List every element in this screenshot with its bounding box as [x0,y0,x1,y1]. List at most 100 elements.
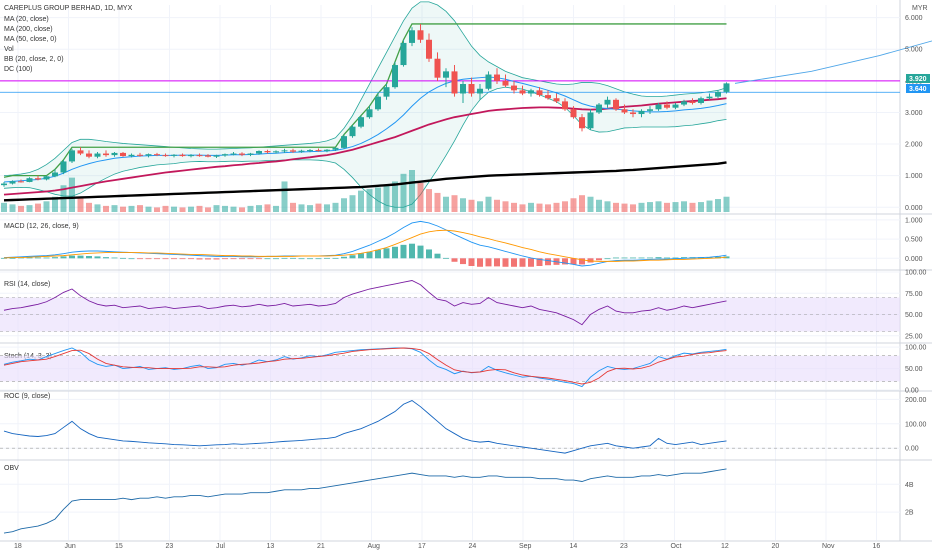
candle-body [579,117,585,129]
macd-histogram-bar [358,253,364,259]
obv-line [3,468,727,534]
price-y-tick: 1.000 [905,173,923,180]
x-tick-label: 16 [873,543,881,550]
candle-body [366,109,373,118]
volume-bar [485,196,492,212]
roc-line [3,400,727,454]
volume-bar [630,204,636,212]
candle-body [111,152,118,156]
volume-bar [94,204,101,212]
volume-bar [400,173,407,212]
x-tick-label: Jun [65,543,76,550]
candle-body [570,109,577,118]
volume-bar [596,199,602,212]
candle-body [1,183,7,186]
x-tick-label: 21 [317,543,325,550]
volume-bar [230,206,237,212]
candle-body [332,147,339,150]
macd-histogram-bar [621,257,628,259]
macd-histogram-bar [222,258,228,260]
candle-body [26,178,33,182]
candle-body [451,71,458,94]
candle-body [222,154,228,156]
candle-body [103,153,109,156]
volume-bar [358,190,364,212]
x-tick-label: Aug [368,543,381,550]
price-badge-current-bg [906,74,930,83]
volume-bar [111,205,118,212]
roc-y-tick: 0.00 [905,446,919,453]
macd-histogram-bar [128,258,135,260]
candle-body [723,83,730,92]
candle-body [460,84,466,94]
overlay-label-ma50: MA (50, close, 0) [4,36,57,43]
macd-histogram-bar [9,257,16,259]
volume-bar [536,203,543,212]
candle-body [630,112,636,115]
candle-body [477,88,483,94]
candle-body [239,153,245,155]
candle-body [519,90,526,94]
macd-histogram-bar [103,257,109,259]
candle-body [256,151,262,154]
roc-y-tick: 100.00 [905,421,927,428]
macd-histogram-bar [162,258,169,260]
overlay-label-dc: DC (100) [4,66,32,73]
macd-histogram-bar [562,258,568,265]
macd-histogram-bar [443,257,449,259]
candle-body [698,98,704,103]
volume-bar [77,198,84,212]
candle-body [638,110,645,115]
volume-bar [18,205,24,212]
macd-histogram-bar [681,257,687,259]
macd-histogram-bar [154,258,160,260]
macd-histogram-bar [706,257,713,259]
roc-y-tick: 200.00 [905,397,927,404]
volume-bar [120,206,126,212]
axes-layer: 18 Jun 15 23 Jul 13 21 Aug 17 24 Sep 14 23 Oct 12 20 Nov… [14,15,927,550]
macd-histogram-bar [171,258,177,260]
volume-bar [468,199,475,212]
macd-histogram-bar [239,258,245,260]
candle-body [417,30,424,40]
candle-body [307,150,313,152]
price-y-tick: 5.000 [905,47,923,54]
candle-body [715,91,721,97]
volume-bar [145,206,152,212]
volume-bar [655,201,662,212]
candle-body [247,153,254,155]
x-tick-label: 20 [772,543,780,550]
volume-bar [613,202,619,212]
price-y-tick: 3.000 [905,110,923,117]
volume-bar [196,205,203,212]
macd-histogram-bar [349,255,356,259]
candle-body [596,104,602,113]
macd-histogram-bar [477,258,483,267]
candle-body [18,181,24,183]
candle-body [664,104,670,108]
volume-bar [672,202,679,212]
volume-bar [247,205,254,212]
volume-bar [52,196,58,212]
candle-body [468,84,475,94]
candle-body [587,112,594,129]
obv-y-tick: 2B [905,510,914,517]
macd-histogram-bar [468,258,475,266]
obv-y-tick: 4B [905,482,914,489]
volume-bar [26,205,33,212]
volume-bar [460,198,466,212]
macd-histogram-bar [26,257,33,259]
macd-histogram-bar [324,257,330,259]
macd-histogram-bar [545,258,551,266]
macd-histogram-bar [86,256,92,259]
candle-body [349,126,356,137]
volume-bar [494,199,500,212]
x-tick-label: 15 [115,543,123,550]
macd-histogram-bar [485,258,492,267]
candle-body [69,150,75,162]
macd-histogram-bar [536,258,543,266]
chart-title: CAREPLUS GROUP BERHAD, 1D, MYX [4,5,133,12]
macd-histogram-bar [179,258,186,260]
candle-body [60,161,67,173]
